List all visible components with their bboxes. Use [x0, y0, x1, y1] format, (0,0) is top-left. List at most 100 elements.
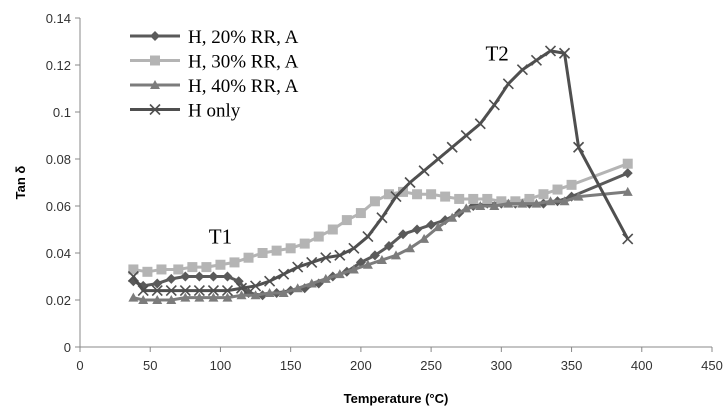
data-point [208, 271, 219, 282]
data-point [243, 252, 254, 263]
data-point [180, 292, 191, 302]
data-point [376, 212, 388, 224]
data-point [285, 243, 296, 254]
data-point [194, 292, 205, 302]
data-point [622, 233, 634, 245]
data-point [566, 179, 577, 190]
data-point [249, 280, 262, 292]
data-point [545, 196, 556, 206]
data-point [524, 193, 535, 204]
data-point [264, 287, 275, 297]
y-tick-label: 0.12 [46, 58, 71, 73]
data-point [510, 196, 521, 207]
data-point [355, 208, 366, 219]
series-line [132, 49, 630, 293]
data-point [446, 141, 458, 153]
data-point [538, 189, 549, 200]
data-point [313, 231, 324, 242]
data-point [299, 238, 310, 249]
data-point [552, 184, 563, 195]
data-point [496, 196, 507, 207]
data-point [257, 248, 268, 258]
legend-label: H only [188, 101, 241, 122]
x-tick-label: 200 [350, 358, 372, 373]
x-tick-label: 100 [210, 358, 232, 373]
data-point [369, 196, 380, 207]
data-point [433, 222, 444, 232]
y-tick-label: 0.14 [46, 11, 71, 26]
data-point [398, 229, 409, 240]
y-tick-label: 0.04 [46, 246, 71, 261]
x-tick-label: 250 [420, 358, 442, 373]
data-point [489, 201, 500, 210]
data-point [531, 198, 542, 208]
data-point [229, 257, 240, 268]
data-point [558, 47, 571, 59]
data-point [573, 191, 584, 201]
x-tick-label: 0 [76, 358, 83, 373]
data-point [222, 271, 233, 282]
data-point [128, 292, 139, 302]
data-point [622, 186, 633, 196]
series-layer [127, 45, 634, 304]
series-h-40-rr-a [128, 186, 633, 304]
data-point [517, 198, 528, 208]
x-tick-label: 150 [280, 358, 302, 373]
data-point [383, 240, 394, 251]
series-h-only [127, 45, 634, 297]
data-point [179, 285, 191, 297]
data-point [482, 193, 493, 204]
y-tick-label: 0.02 [46, 293, 71, 308]
data-point [488, 99, 500, 111]
data-point [215, 259, 226, 270]
data-point [419, 233, 430, 243]
data-point [236, 290, 247, 300]
data-point [405, 243, 416, 253]
data-point [235, 282, 248, 294]
data-point [622, 158, 633, 169]
x-tick-label: 50 [143, 358, 157, 373]
legend-marker [150, 55, 160, 66]
x-tick-label: 350 [561, 358, 583, 373]
data-point [341, 215, 352, 226]
data-point [222, 292, 233, 302]
data-point [201, 262, 212, 273]
x-tick-label: 400 [631, 358, 653, 373]
data-point [460, 129, 472, 142]
axes: 0 50 100 150 200 250 300 350 400 450 0 0.02 0.04 0.06… [46, 11, 723, 373]
y-tick-label: 0.06 [46, 199, 71, 214]
series-h-30-rr-a [128, 158, 633, 277]
data-point [207, 285, 219, 297]
data-point [454, 193, 465, 204]
series-line [133, 190, 628, 302]
data-point [208, 292, 219, 302]
data-point [369, 250, 380, 261]
legend-marker [149, 103, 161, 116]
data-point [418, 165, 430, 177]
data-point [306, 278, 317, 288]
data-point [502, 78, 514, 90]
data-point [461, 203, 472, 213]
data-point [362, 259, 373, 269]
data-point [516, 64, 528, 76]
data-point [173, 264, 184, 275]
data-point [334, 269, 345, 279]
data-point [426, 219, 437, 230]
data-point [306, 256, 318, 268]
data-point [128, 264, 139, 275]
data-point [166, 273, 177, 284]
data-point [475, 201, 486, 210]
legend-marker [150, 80, 160, 89]
data-point [348, 242, 360, 254]
data-point [127, 270, 139, 283]
data-point [166, 295, 177, 304]
data-point [165, 285, 177, 297]
data-point [426, 189, 437, 200]
legend-label: H, 30% RR, A [188, 52, 299, 73]
data-point [573, 141, 585, 153]
data-point [156, 264, 167, 275]
annotations: T1 T2 [209, 41, 509, 248]
data-point [398, 186, 409, 197]
data-point [412, 224, 423, 235]
